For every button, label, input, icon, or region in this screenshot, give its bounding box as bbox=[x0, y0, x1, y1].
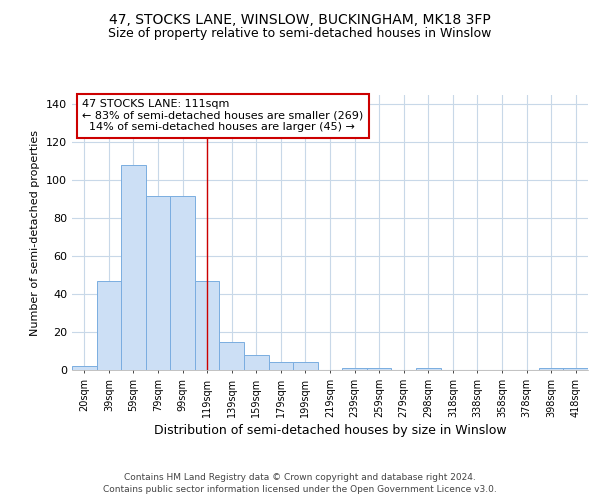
Text: Contains public sector information licensed under the Open Government Licence v3: Contains public sector information licen… bbox=[103, 485, 497, 494]
Bar bbox=[146, 196, 170, 370]
Bar bbox=[121, 165, 146, 370]
Y-axis label: Number of semi-detached properties: Number of semi-detached properties bbox=[31, 130, 40, 336]
Bar bbox=[539, 368, 563, 370]
Text: Size of property relative to semi-detached houses in Winslow: Size of property relative to semi-detach… bbox=[109, 28, 491, 40]
Bar bbox=[244, 355, 269, 370]
Bar bbox=[97, 281, 121, 370]
Bar bbox=[170, 196, 195, 370]
Bar bbox=[269, 362, 293, 370]
Bar bbox=[195, 281, 220, 370]
Text: 47 STOCKS LANE: 111sqm
← 83% of semi-detached houses are smaller (269)
  14% of : 47 STOCKS LANE: 111sqm ← 83% of semi-det… bbox=[82, 99, 364, 132]
Bar bbox=[416, 368, 440, 370]
Text: Contains HM Land Registry data © Crown copyright and database right 2024.: Contains HM Land Registry data © Crown c… bbox=[124, 472, 476, 482]
Bar bbox=[220, 342, 244, 370]
Bar bbox=[293, 362, 318, 370]
Bar bbox=[342, 368, 367, 370]
Bar bbox=[563, 368, 588, 370]
X-axis label: Distribution of semi-detached houses by size in Winslow: Distribution of semi-detached houses by … bbox=[154, 424, 506, 437]
Bar bbox=[72, 366, 97, 370]
Bar bbox=[367, 368, 391, 370]
Text: 47, STOCKS LANE, WINSLOW, BUCKINGHAM, MK18 3FP: 47, STOCKS LANE, WINSLOW, BUCKINGHAM, MK… bbox=[109, 12, 491, 26]
